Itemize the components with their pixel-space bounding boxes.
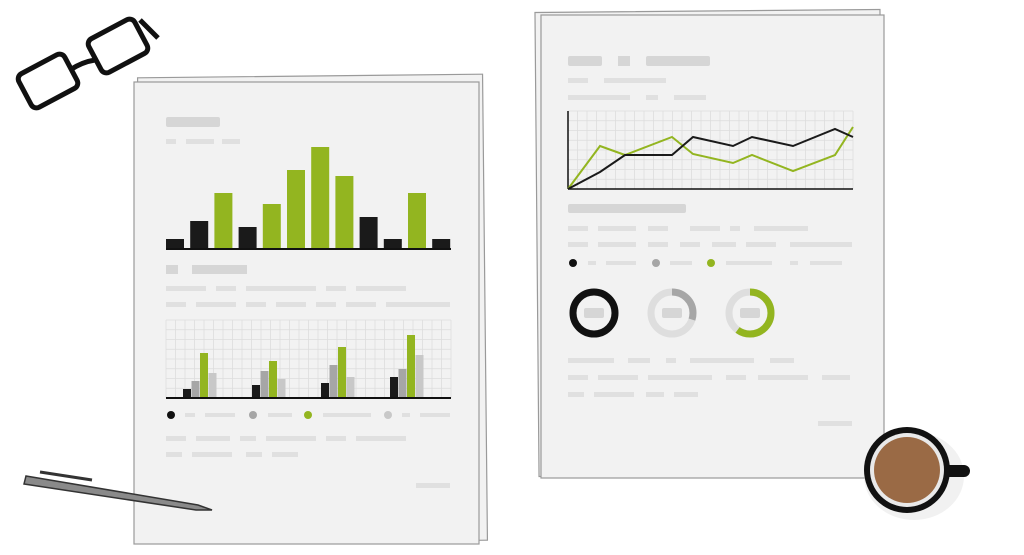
bar bbox=[269, 361, 277, 397]
glasses bbox=[15, 16, 160, 111]
bar bbox=[238, 227, 257, 248]
bar bbox=[338, 347, 346, 397]
bar bbox=[260, 371, 269, 397]
donut-arc bbox=[569, 288, 619, 338]
bar bbox=[252, 385, 260, 397]
bar bbox=[432, 239, 451, 248]
bar bbox=[329, 365, 338, 397]
pen bbox=[23, 470, 213, 511]
bar bbox=[311, 147, 330, 248]
bar bbox=[415, 355, 424, 397]
bar bbox=[200, 353, 208, 397]
bar bbox=[383, 239, 402, 248]
bar bbox=[321, 383, 329, 397]
bar bbox=[407, 335, 415, 397]
placeholder bbox=[584, 308, 604, 318]
right-document bbox=[534, 8, 885, 479]
donut-arc bbox=[647, 288, 697, 338]
donut-arc bbox=[725, 288, 775, 338]
line bbox=[567, 127, 854, 190]
bar bbox=[390, 377, 398, 397]
bar bbox=[166, 239, 184, 248]
bar bbox=[287, 170, 305, 248]
placeholder bbox=[662, 308, 682, 318]
bar bbox=[277, 379, 286, 397]
bar bbox=[214, 193, 233, 248]
left-document bbox=[133, 73, 489, 545]
placeholder bbox=[740, 308, 760, 318]
bar bbox=[190, 221, 209, 248]
bar bbox=[183, 389, 191, 397]
bar bbox=[208, 373, 217, 397]
bar bbox=[398, 369, 407, 397]
bar bbox=[359, 217, 378, 248]
bar bbox=[335, 176, 354, 248]
coffee-cup bbox=[864, 427, 970, 520]
bar bbox=[262, 204, 281, 248]
bar bbox=[346, 377, 355, 397]
bar bbox=[191, 381, 200, 397]
bar bbox=[408, 193, 426, 248]
line bbox=[567, 126, 854, 190]
